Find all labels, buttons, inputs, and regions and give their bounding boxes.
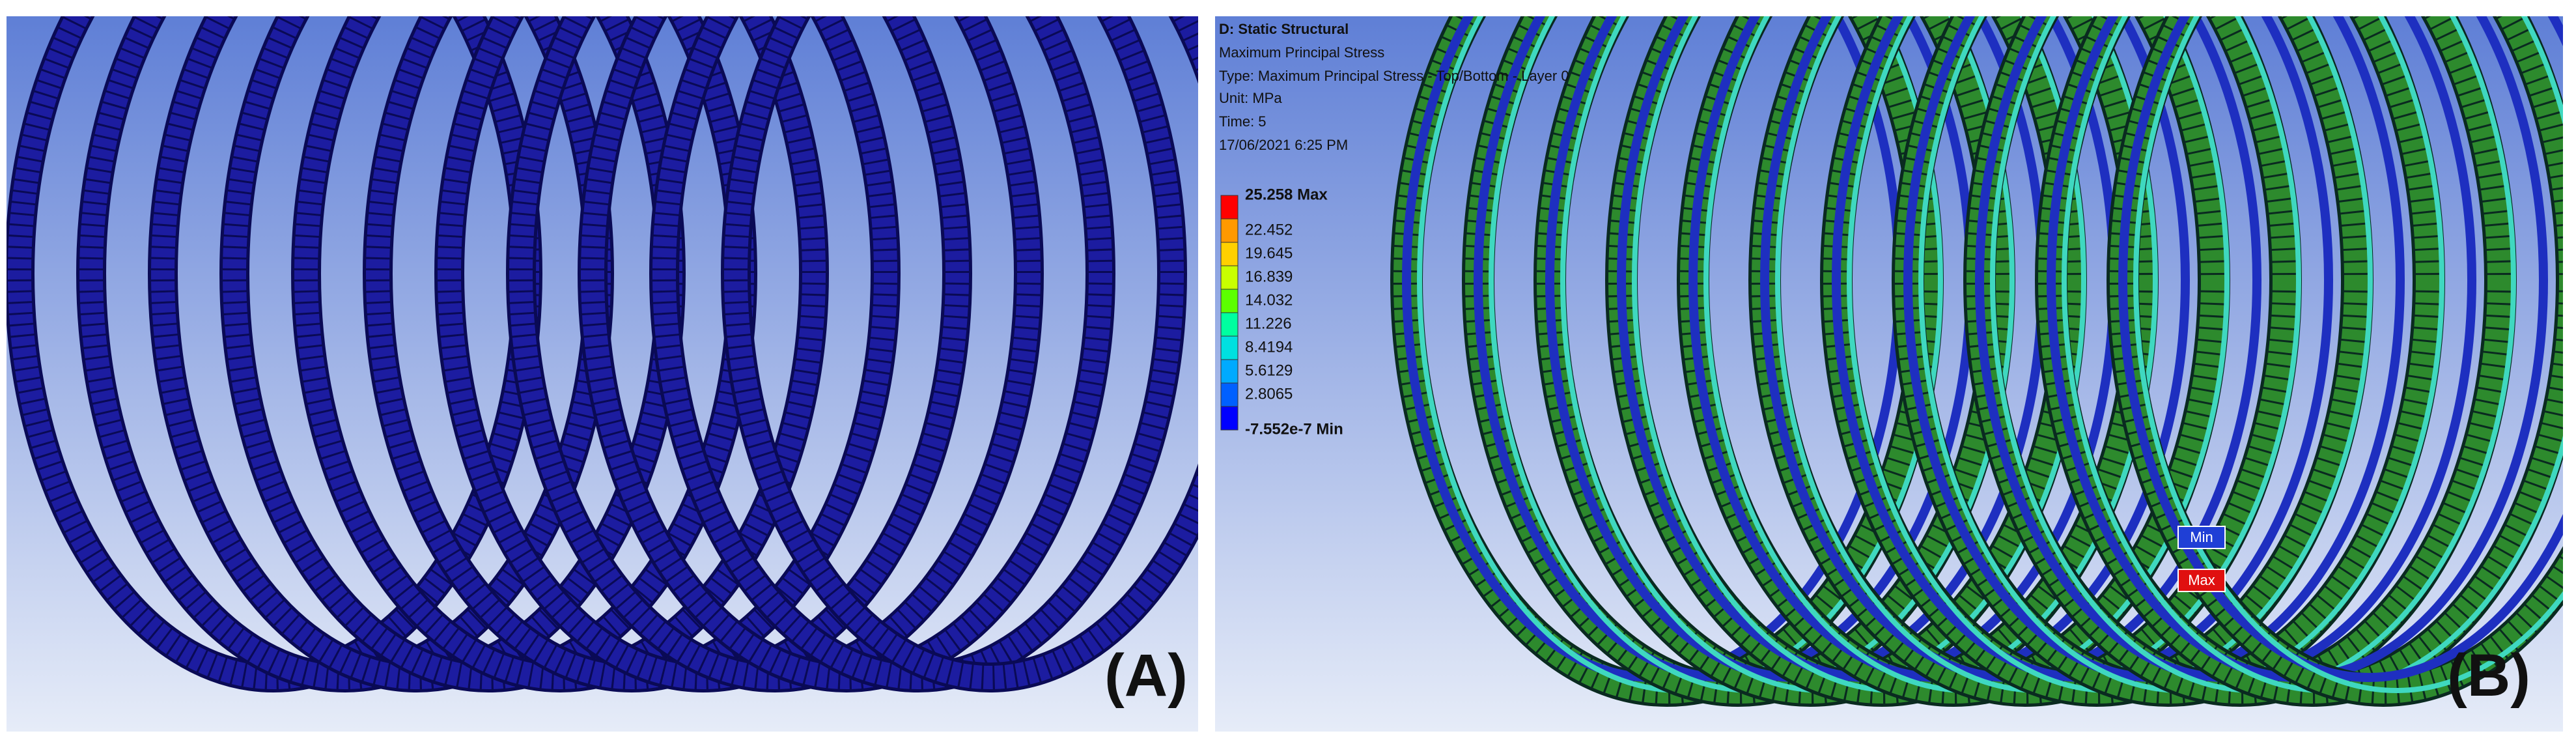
legend-swatch xyxy=(1220,335,1239,360)
legend-value: 22.452 xyxy=(1245,221,1293,238)
coil-turn-inner xyxy=(2118,16,2563,682)
legend-header: D: Static Structural Maximum Principal S… xyxy=(1219,21,1569,153)
coil-a xyxy=(7,16,1198,692)
panel-b-label: (B) xyxy=(2447,642,2530,709)
legend-value: 5.6129 xyxy=(1245,362,1293,379)
coil-turn-face xyxy=(724,16,1198,689)
legend-swatch xyxy=(1220,359,1239,384)
coil-turn-edge xyxy=(2133,16,2563,693)
legend-type: Type: Maximum Principal Stress - Top/Bot… xyxy=(1219,68,1569,84)
legend-value: 25.258 Max xyxy=(1245,186,1328,203)
probe-max-box xyxy=(2177,569,2226,592)
probe-min-box xyxy=(2177,526,2226,549)
legend-swatch xyxy=(1220,406,1239,431)
legend-swatch xyxy=(1220,382,1239,407)
legend-swatch xyxy=(1220,242,1239,266)
legend-swatch xyxy=(1220,289,1239,313)
legend-value: -7.552e-7 Min xyxy=(1245,420,1343,438)
probe-min-label: Min xyxy=(2190,529,2213,545)
legend: 25.258 Max 22.452 19.645 16.839 14.032 11.226… xyxy=(1220,186,1343,438)
legend-date: 17/06/2021 6:25 PM xyxy=(1219,137,1348,153)
legend-swatch xyxy=(1220,265,1239,290)
probe-max-label: Max xyxy=(2188,572,2215,588)
coil-b xyxy=(1390,16,2563,707)
legend-value: 8.4194 xyxy=(1245,338,1293,356)
legend-value: 11.226 xyxy=(1245,315,1292,332)
legend-value: 19.645 xyxy=(1245,244,1293,262)
probe-max: Max xyxy=(2177,569,2226,592)
legend-result: Maximum Principal Stress xyxy=(1219,44,1384,61)
legend-swatch xyxy=(1220,195,1239,220)
legend-swatch xyxy=(1220,312,1239,337)
legend-title: D: Static Structural xyxy=(1219,21,1349,37)
legend-unit: Unit: MPa xyxy=(1219,90,1282,106)
legend-value: 14.032 xyxy=(1245,291,1293,309)
panel-a-label: (A) xyxy=(1104,642,1188,709)
legend-value: 16.839 xyxy=(1245,268,1293,285)
legend-value: 2.8065 xyxy=(1245,385,1293,403)
legend-time: Time: 5 xyxy=(1219,113,1267,130)
legend-swatch xyxy=(1220,218,1239,243)
probe-min: Min xyxy=(2177,526,2226,549)
